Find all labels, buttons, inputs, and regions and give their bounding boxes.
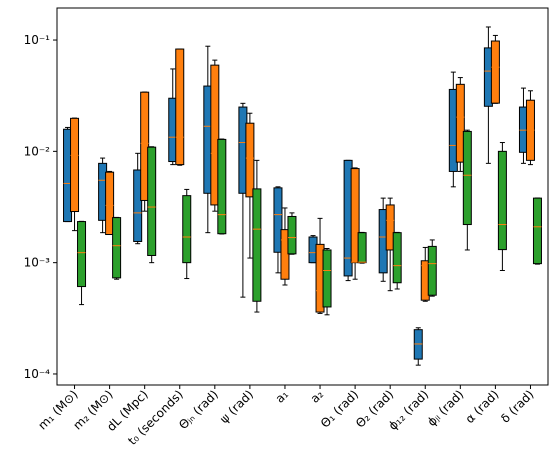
box: [112, 217, 122, 279]
box: [105, 171, 115, 236]
box: [287, 215, 297, 255]
box: [252, 188, 262, 302]
box: [280, 229, 290, 280]
box: [490, 40, 500, 104]
x-tick-label: Θⱼₙ (rad): [176, 387, 221, 432]
box: [175, 48, 185, 166]
x-tick-label: δ (rad): [498, 387, 536, 425]
y-tick-label: 10⁻¹: [24, 33, 51, 47]
box: [245, 122, 255, 198]
x-tick-label: ψ (rad): [217, 387, 256, 426]
box: [217, 138, 227, 235]
box: [210, 64, 220, 206]
box: [322, 249, 332, 308]
box: [77, 221, 87, 288]
box: [455, 83, 465, 163]
y-tick-label: 10⁻²: [24, 144, 51, 158]
box: [427, 245, 437, 296]
box: [140, 91, 150, 201]
box: [462, 130, 472, 226]
box: [497, 150, 507, 251]
box: [532, 197, 542, 265]
box: [385, 204, 395, 251]
x-tick-label: a₁: [273, 387, 292, 406]
y-tick-label: 10⁻⁴: [24, 367, 51, 381]
x-tick-label: ϕⱼₗ (rad): [425, 387, 467, 429]
box: [357, 232, 367, 264]
x-tick-label: α (rad): [463, 387, 502, 426]
x-tick-label: a₂: [308, 387, 327, 406]
box: [392, 232, 402, 284]
box: [70, 117, 80, 213]
box: [147, 146, 157, 256]
plot-frame: [56, 7, 549, 386]
y-tick-label: 10⁻³: [24, 256, 51, 270]
box: [273, 187, 283, 253]
box: [182, 195, 192, 264]
box: [133, 169, 143, 242]
x-tick-label: Θ₁ (rad): [318, 387, 361, 430]
